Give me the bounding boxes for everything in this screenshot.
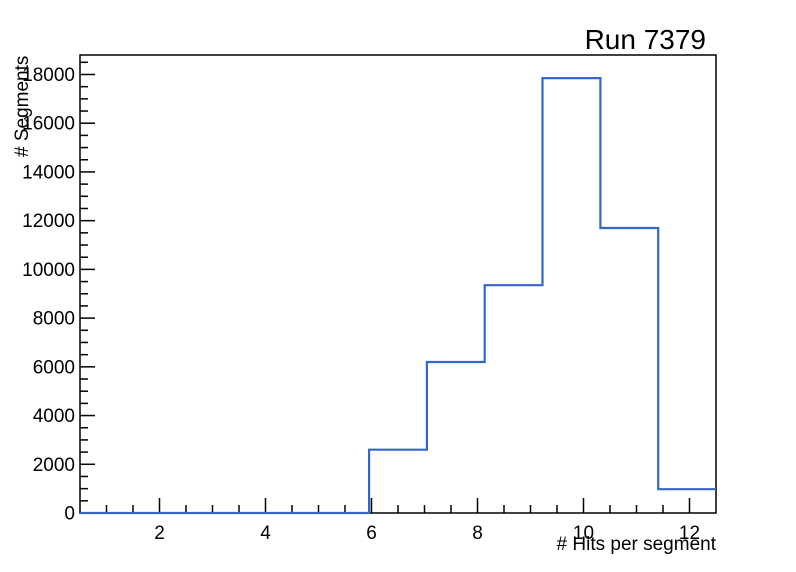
x-tick-label: 8: [472, 523, 483, 544]
plot-frame: [79, 54, 717, 514]
x-tick-label: 4: [260, 523, 271, 544]
x-axis-title: # Hits per segment: [557, 534, 717, 555]
x-tick-label: 12: [679, 523, 700, 544]
y-tick-label: 8000: [33, 309, 75, 330]
x-tick-label: 6: [366, 523, 377, 544]
y-tick-label: 2000: [33, 455, 75, 476]
axis-ticks: [80, 61, 691, 514]
y-tick-label: 0: [64, 504, 75, 525]
y-axis-title: # Segments: [12, 56, 33, 157]
y-tick-label: 16000: [22, 114, 75, 135]
x-tick-label: 10: [573, 523, 594, 544]
plot-title: Run 7379: [585, 24, 706, 55]
histogram-line: [80, 77, 716, 515]
y-tick-label: 10000: [22, 260, 75, 281]
y-tick-label: 6000: [33, 357, 75, 378]
y-tick-label: 14000: [22, 162, 75, 183]
axis-tick-labels: 2 4 6 8 10 12 0 2000 4000 6000 8000 10000 12000 14000…: [22, 65, 700, 544]
y-tick-label: 12000: [22, 211, 75, 232]
y-tick-label: 4000: [33, 406, 75, 427]
y-tick-label: 18000: [22, 65, 75, 86]
x-tick-label: 2: [154, 523, 165, 544]
